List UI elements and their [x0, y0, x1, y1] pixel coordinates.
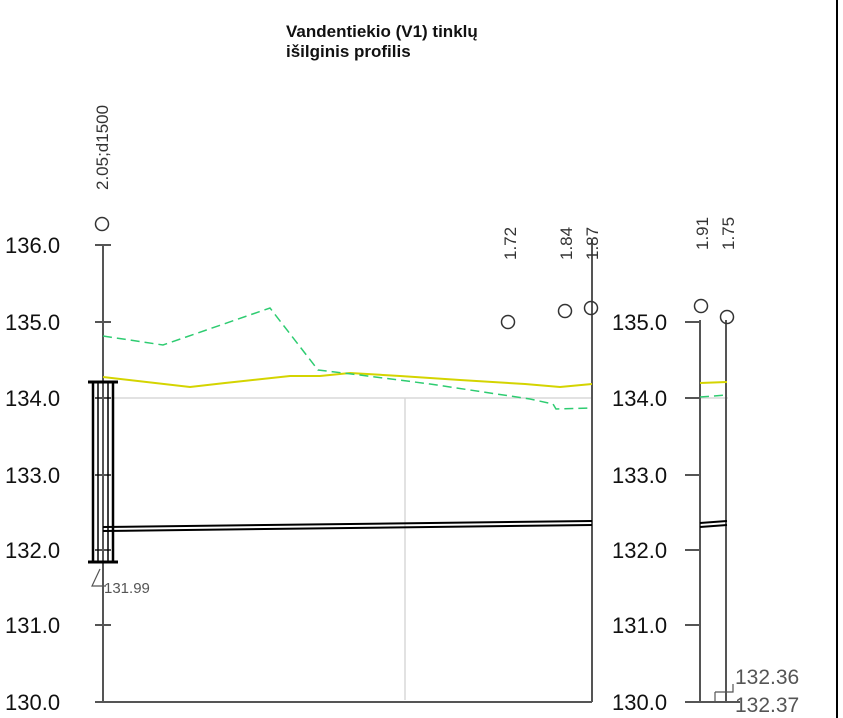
well-markers: [94, 216, 735, 330]
well-label-4: 1.91: [693, 217, 712, 250]
ground-line: [102, 371, 593, 389]
mid-tick-133: 133.0: [612, 463, 667, 488]
well-marker-1: [500, 314, 516, 330]
grid: [103, 397, 728, 700]
mid-tick-131: 131.0: [612, 613, 667, 638]
invert-label: 131.99: [104, 580, 150, 597]
well-marker-4: [693, 298, 709, 314]
well-marker-3: [583, 300, 599, 316]
pipe: [102, 520, 728, 532]
title-line-1: Vandentiekio (V1) tinklų: [286, 22, 478, 41]
manhole-shaft: [88, 380, 118, 564]
title-line-2: išilginis profilis: [286, 42, 411, 61]
tick-133: 133.0: [5, 463, 60, 488]
well-marker-2: [557, 303, 573, 319]
design-line-right: [699, 394, 728, 398]
right-label-bottom: 132.37: [735, 694, 799, 717]
invert-marker: [91, 568, 106, 587]
tick-134: 134.0: [5, 386, 60, 411]
frame-border: [836, 0, 838, 718]
right-marker: [714, 684, 734, 702]
well-label-5: 1.75: [719, 217, 738, 250]
axes: [95, 240, 740, 703]
ground-line-right: [699, 381, 728, 384]
mid-tick-134: 134.0: [612, 386, 667, 411]
tick-132: 132.0: [5, 538, 60, 563]
mid-tick-130: 130.0: [612, 690, 667, 715]
mid-tick-132: 132.0: [612, 538, 667, 563]
tick-130: 130.0: [5, 690, 60, 715]
tick-135: 135.0: [5, 310, 60, 335]
tick-136: 136.0: [5, 233, 60, 258]
well-marker-5: [719, 309, 735, 325]
well-labels: 2.05;d1500 1.72 1.84 1.87 1.91 1.75: [93, 105, 738, 260]
design-line: [102, 307, 593, 410]
tick-131: 131.0: [5, 613, 60, 638]
well-label-left: 2.05;d1500: [93, 105, 112, 190]
right-label-top: 132.36: [735, 666, 799, 689]
well-marker-left: [94, 216, 110, 232]
middle-tick-labels: 135.0 134.0 133.0 132.0 131.0 130.0: [612, 310, 667, 715]
well-label-3: 1.87: [583, 227, 602, 260]
mid-tick-135: 135.0: [612, 310, 667, 335]
left-tick-labels: 136.0 135.0 134.0 133.0 132.0 131.0 130.…: [5, 233, 60, 715]
well-label-2: 1.84: [557, 227, 576, 260]
well-label-1: 1.72: [501, 227, 520, 260]
